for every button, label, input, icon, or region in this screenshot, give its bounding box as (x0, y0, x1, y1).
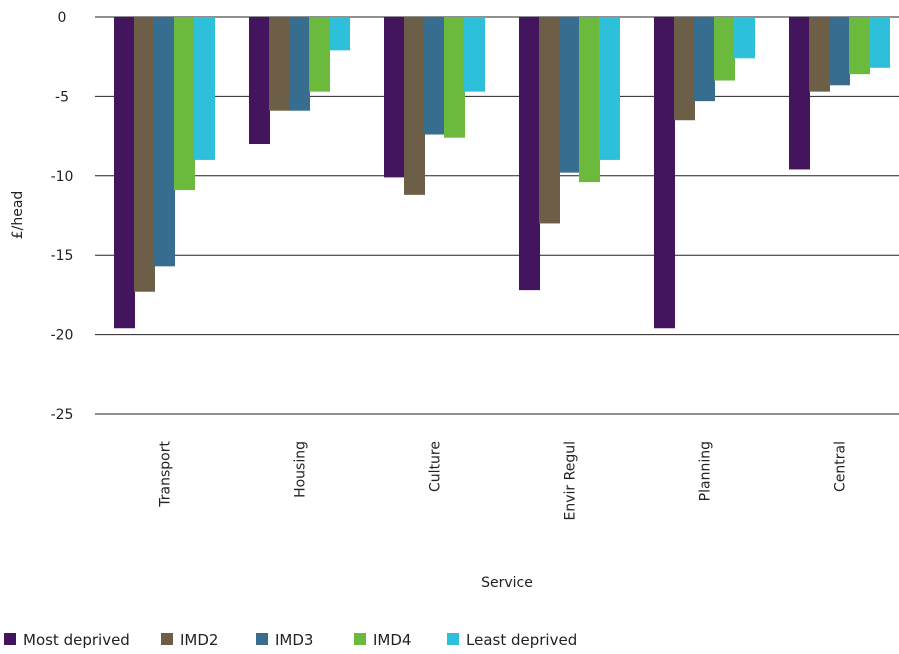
bar-group (114, 17, 215, 329)
legend-swatch (161, 633, 173, 645)
gridlines (95, 16, 899, 415)
legend-item: Least deprived (447, 631, 577, 649)
legend-label: Least deprived (466, 631, 577, 649)
y-axis-title: £/head (10, 191, 26, 240)
bar-group (654, 17, 755, 329)
y-axis-ticks: 0 -5 -10 -15 -20 -25 (51, 10, 74, 423)
bar (579, 17, 600, 183)
x-tick-label: Transport (158, 440, 174, 507)
legend-item: IMD3 (256, 631, 313, 649)
bar (134, 17, 155, 292)
bar (424, 17, 445, 135)
bar (674, 17, 695, 121)
bar (114, 17, 135, 329)
legend-label: IMD4 (373, 631, 411, 649)
bar (559, 17, 580, 173)
bar (829, 17, 850, 86)
legend-item: IMD2 (161, 631, 218, 649)
legend-label: IMD3 (275, 631, 313, 649)
x-tick-label: Housing (293, 441, 309, 498)
legend-swatch (256, 633, 268, 645)
x-tick-label: Central (833, 441, 849, 492)
bar (249, 17, 270, 145)
bar (269, 17, 290, 111)
legend-item: IMD4 (354, 631, 411, 649)
bar (309, 17, 330, 92)
bar (154, 17, 175, 267)
bar (289, 17, 310, 111)
bar (694, 17, 715, 102)
bar (734, 17, 755, 59)
bar (444, 17, 465, 138)
x-axis-category-labels: Transport Housing Culture Envir Regul Planni… (158, 440, 849, 520)
y-tick-label: 0 (58, 10, 67, 26)
bar-group (249, 17, 350, 145)
bar (464, 17, 485, 92)
legend-swatch (4, 633, 16, 645)
x-axis-title: Service (481, 575, 533, 591)
bar (329, 17, 350, 51)
bar (869, 17, 890, 68)
x-tick-label: Envir Regul (563, 441, 579, 520)
bar (539, 17, 560, 224)
x-tick-label: Culture (428, 441, 444, 492)
legend-label: Most deprived (23, 631, 130, 649)
bar (789, 17, 810, 170)
bar (849, 17, 870, 75)
x-tick-label: Planning (698, 441, 714, 501)
legend-item: Most deprived (4, 631, 130, 649)
bars (114, 17, 890, 329)
bar (654, 17, 675, 329)
bar (194, 17, 215, 160)
y-tick-label: -25 (51, 407, 74, 423)
bar-group (519, 17, 620, 291)
legend-swatch (447, 633, 459, 645)
y-tick-label: -20 (51, 328, 74, 344)
bar (404, 17, 425, 195)
legend-swatch (354, 633, 366, 645)
bar (384, 17, 405, 178)
y-tick-label: -5 (55, 89, 69, 105)
legend: Most deprived IMD2 IMD3 IMD4 Least deprived (4, 631, 577, 649)
bar (809, 17, 830, 92)
bar (599, 17, 620, 160)
y-tick-label: -10 (51, 169, 74, 185)
legend-label: IMD2 (180, 631, 218, 649)
bar (174, 17, 195, 191)
bar (714, 17, 735, 81)
bar (519, 17, 540, 291)
bar-group (789, 17, 890, 170)
y-tick-label: -15 (51, 248, 74, 264)
bar-group (384, 17, 485, 195)
